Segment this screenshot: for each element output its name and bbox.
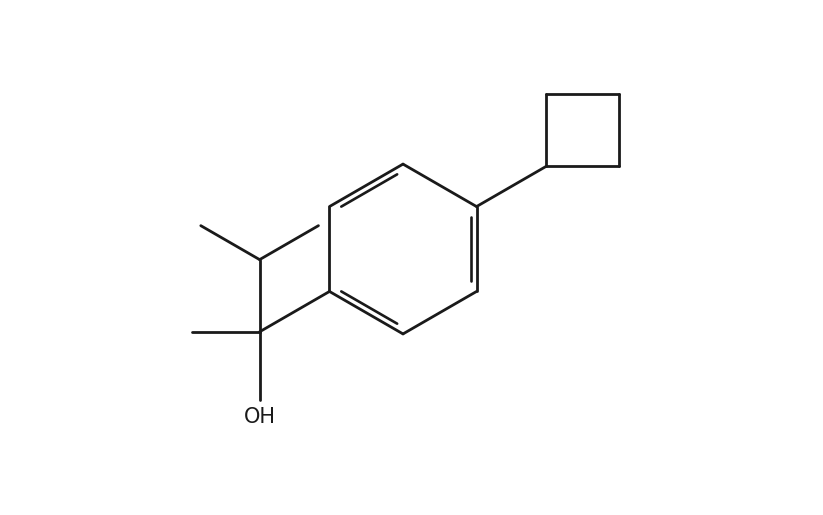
Text: OH: OH xyxy=(244,406,276,426)
